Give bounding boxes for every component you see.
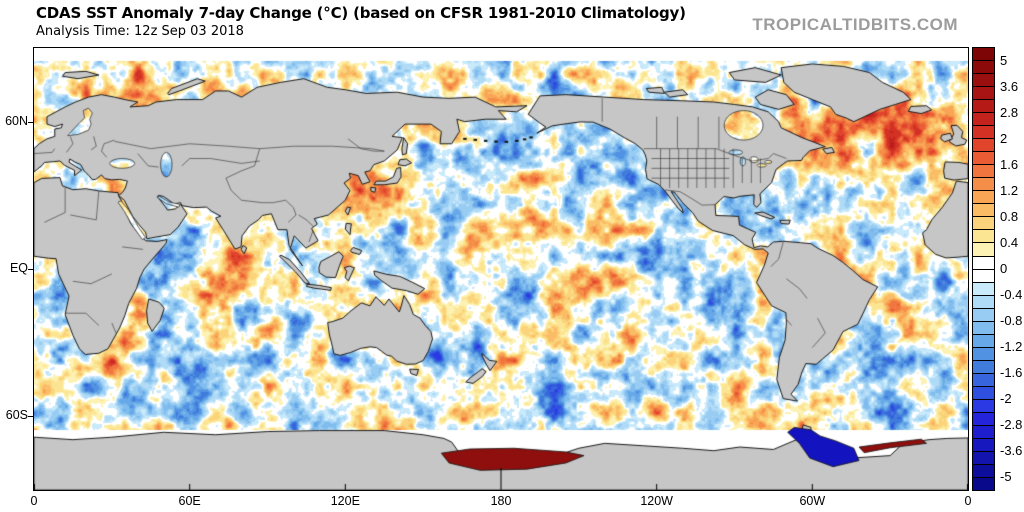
colorbar [972, 47, 995, 491]
colorbar-tick-label: 3.6 [1000, 79, 1019, 94]
colorbar-cell [973, 347, 994, 361]
colorbar-tick-label: -0.4 [1000, 287, 1023, 302]
lon-tick-label: 60W [799, 494, 826, 508]
lat-tick-label: 60S [5, 408, 28, 423]
lon-tick-label: 120E [330, 494, 360, 508]
colorbar-cell [973, 478, 994, 491]
lon-tick-label: 120W [640, 494, 673, 508]
lon-tick-label: 60E [178, 494, 201, 508]
colorbar-cell [973, 360, 994, 374]
colorbar-cell [973, 269, 994, 283]
colorbar-cell [973, 386, 994, 400]
colorbar-tick-label: 1.2 [1000, 183, 1019, 198]
lon-tick-label: 0 [30, 494, 38, 508]
colorbar-cell [973, 74, 994, 88]
lat-tick-mark [28, 416, 33, 418]
colorbar-cell [973, 217, 994, 231]
colorbar-cell [973, 126, 994, 140]
colorbar-tick-label: 0 [1000, 261, 1008, 276]
colorbar-cell [973, 399, 994, 413]
colorbar-cell [973, 204, 994, 218]
colorbar-tick-label: -2 [1000, 391, 1012, 406]
colorbar-cell [973, 334, 994, 348]
colorbar-cell [973, 61, 994, 75]
colorbar-cell [973, 100, 994, 114]
colorbar-cell [973, 256, 994, 270]
colorbar-tick-label: -3.6 [1000, 443, 1023, 458]
analysis-time: Analysis Time: 12z Sep 03 2018 [36, 24, 244, 39]
colorbar-cell [973, 178, 994, 192]
colorbar-tick-label: 5 [1000, 53, 1008, 68]
colorbar-cell [973, 465, 994, 479]
colorbar-cell [973, 113, 994, 127]
colorbar-cell [973, 230, 994, 244]
colorbar-cell [973, 191, 994, 205]
colorbar-cell [973, 373, 994, 387]
colorbar-cell [973, 48, 994, 62]
lon-tick-label: 0 [964, 494, 972, 508]
lat-tick-mark [28, 269, 33, 270]
colorbar-cell [973, 412, 994, 426]
colorbar-cell [973, 321, 994, 335]
colorbar-cell [973, 425, 994, 439]
colorbar-tick-label: -2.8 [1000, 417, 1023, 432]
colorbar-cell [973, 152, 994, 166]
colorbar-cell [973, 87, 994, 101]
map-frame [33, 47, 969, 491]
colorbar-cell [973, 165, 994, 179]
colorbar-cell [973, 282, 994, 296]
lat-tick-label: 60N [5, 113, 28, 128]
lat-tick-label: EQ [9, 261, 28, 275]
colorbar-tick-label: 2.8 [1000, 105, 1019, 120]
lat-tick-mark [28, 121, 33, 123]
watermark: TROPICALTIDBITS.COM [752, 15, 958, 34]
colorbar-tick-label: 0.8 [1000, 209, 1019, 224]
colorbar-tick-label: 2 [1000, 131, 1008, 146]
page-title: CDAS SST Anomaly 7-day Change (°C) (base… [36, 4, 686, 22]
colorbar-cell [973, 139, 994, 153]
colorbar-tick-label: -5 [1000, 469, 1012, 484]
colorbar-cell [973, 308, 994, 322]
colorbar-cell [973, 243, 994, 257]
colorbar-cell [973, 438, 994, 452]
colorbar-tick-label: -0.8 [1000, 313, 1023, 328]
lon-tick-label: 180 [490, 494, 512, 508]
map-canvas [34, 48, 968, 490]
colorbar-tick-label: -1.6 [1000, 365, 1023, 380]
colorbar-cell [973, 295, 994, 309]
colorbar-cell [973, 451, 994, 465]
colorbar-tick-label: -1.2 [1000, 339, 1023, 354]
colorbar-tick-label: 0.4 [1000, 235, 1019, 250]
colorbar-tick-label: 1.6 [1000, 157, 1019, 172]
